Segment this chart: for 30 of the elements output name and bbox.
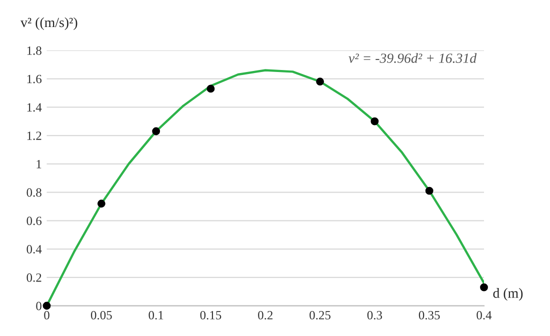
y-tick-label: 1.2 <box>27 132 42 140</box>
x-tick-label: 0.2 <box>258 310 272 320</box>
x-tick-label: 0.15 <box>200 310 222 320</box>
x-tick-label: 0.3 <box>367 310 382 320</box>
point <box>42 302 51 310</box>
annotation: v² = -39.96d² + 16.31d <box>348 53 477 63</box>
y-tick-label: 0 <box>36 302 42 310</box>
y-tick-label: 1.4 <box>27 103 42 112</box>
point <box>425 186 434 195</box>
x-axis-title: d (m) <box>493 288 523 301</box>
point <box>206 84 215 93</box>
x-tick-label: 0.4 <box>476 310 492 320</box>
point <box>97 200 106 208</box>
x-tick-label: 0.05 <box>90 310 112 320</box>
x-tick-label: 0.25 <box>310 310 330 320</box>
x-tick-label: 0 <box>44 310 50 320</box>
y-tick-label: 1.6 <box>27 74 42 84</box>
y-tick-label: 1 <box>36 160 42 168</box>
point <box>152 127 160 136</box>
y-tick-label: 0.6 <box>26 216 42 226</box>
y-tick-label: 1.8 <box>27 46 42 55</box>
y-axis-title: v² ((m/s)²) <box>20 17 78 30</box>
y-tick-label: 0.2 <box>26 273 42 282</box>
y-tick-label: 0.4 <box>26 245 42 254</box>
point <box>480 283 488 292</box>
point <box>316 78 324 86</box>
point <box>370 117 379 126</box>
x-tick-label: 0.35 <box>418 310 440 320</box>
x-tick-label: 0.1 <box>148 310 164 320</box>
y-tick-label: 0.8 <box>26 188 42 197</box>
